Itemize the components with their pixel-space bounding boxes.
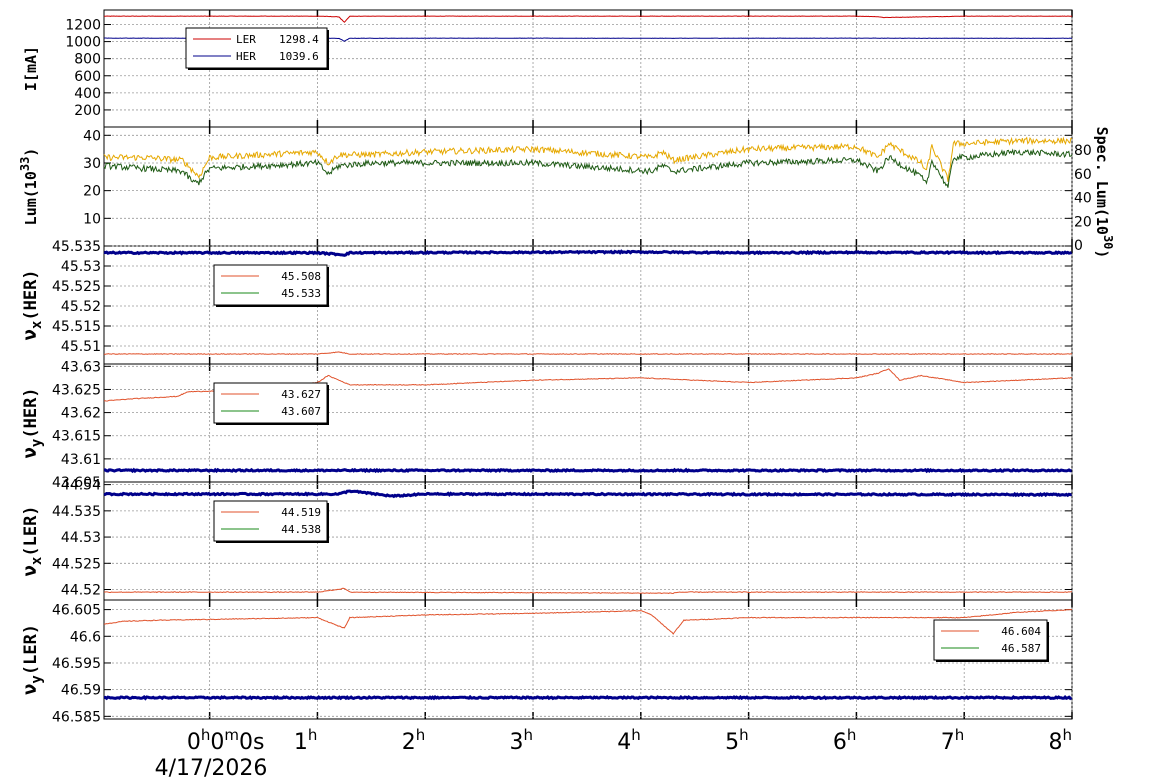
series-line-nuy_ler-blue — [103, 694, 1073, 701]
series-line-nux_her-blue — [103, 249, 1073, 257]
y-tick-label: 46.605 — [52, 603, 101, 619]
y-tick-label: 46.585 — [52, 709, 101, 725]
y-tick-label: 40 — [83, 128, 101, 144]
x-tick-label: 4h — [617, 726, 641, 755]
legend-value: 46.604 — [1001, 625, 1041, 638]
y-axis-title: Lum(1033) — [18, 148, 40, 226]
y-tick-label: 44.52 — [61, 583, 101, 599]
panel-nux_ler: 44.52 44.525 44.53 44.535 44.54 44.519 44.538 ν… — [19, 478, 1073, 601]
legend-box — [933, 619, 1048, 661]
legend-value: 44.538 — [281, 523, 321, 536]
y-tick-label: 45.525 — [52, 279, 101, 295]
series-line-nux_her-red — [103, 351, 1073, 355]
y2-tick-label: 80 — [1074, 143, 1092, 159]
x-tick-label: 0h0m0s — [187, 726, 265, 755]
y-axis-title: νy(HER) — [19, 387, 45, 458]
panel-luminosity: 10 20 30 40 Lum(1033) 0 20 40 60 80 Spec. Lum(1030… — [18, 126, 1115, 259]
y-tick-label: 600 — [74, 69, 101, 85]
y-tick-label: 800 — [74, 52, 101, 68]
y-tick-label: 44.535 — [52, 504, 101, 520]
y-tick-label: 44.53 — [61, 530, 101, 546]
y-tick-label: 43.625 — [52, 382, 101, 398]
y-tick-label: 43.62 — [61, 406, 101, 422]
legend-value: 1298.4 — [279, 33, 319, 46]
y-axis-title: I[mA] — [22, 46, 40, 91]
y-tick-label: 46.595 — [52, 656, 101, 672]
y-tick-label: 400 — [74, 86, 101, 102]
y-tick-label: 45.51 — [61, 339, 101, 355]
series-line-nuy_ler-red — [103, 609, 1072, 635]
legend-value: 45.508 — [281, 270, 321, 283]
y-tick-label: 45.535 — [52, 239, 101, 255]
x-tick-label: 6h — [833, 726, 857, 755]
y-tick-label: 45.52 — [61, 299, 101, 315]
panel-nuy_her: 43.605 43.61 43.615 43.62 43.625 43.63 43.627 4… — [19, 359, 1073, 491]
legend-series-name: LER — [236, 33, 256, 46]
series-line-nuy_her-blue — [103, 467, 1072, 474]
y-tick-label: 43.63 — [61, 359, 101, 375]
x-axis-date-label: 4/17/2026 — [155, 756, 268, 781]
y-axis-title: νy(LER) — [19, 624, 45, 695]
y-tick-label: 200 — [74, 103, 101, 119]
y-axis-title: νx(HER) — [19, 269, 45, 340]
y-tick-label: 46.59 — [61, 683, 101, 699]
y2-tick-label: 40 — [1074, 191, 1092, 207]
legend-value: 43.607 — [281, 405, 321, 418]
y-axis-title: νx(LER) — [19, 505, 45, 576]
legend-value: 46.587 — [1001, 642, 1041, 655]
series-line-current-ler — [103, 15, 1073, 23]
y-tick-label: 43.605 — [52, 475, 101, 491]
legend-series-name: HER — [236, 50, 256, 63]
series-line-luminosity-spec--lum — [103, 136, 1073, 182]
y-tick-label: 43.61 — [61, 452, 101, 468]
y2-tick-label: 0 — [1074, 238, 1083, 254]
series-line-luminosity-lum — [103, 148, 1073, 188]
y2-tick-label: 60 — [1074, 167, 1092, 183]
legend-value: 44.519 — [281, 506, 321, 519]
y-tick-label: 1000 — [65, 35, 101, 51]
y-tick-label: 30 — [83, 156, 101, 172]
y-tick-label: 45.515 — [52, 319, 101, 335]
y-tick-label: 43.615 — [52, 429, 101, 445]
x-tick-label: 8h — [1048, 726, 1072, 755]
y-tick-label: 44.525 — [52, 556, 101, 572]
x-tick-label: 1h — [294, 726, 318, 755]
legend-box — [185, 27, 328, 69]
legend-box — [213, 382, 328, 424]
y-tick-label: 10 — [83, 211, 101, 227]
legend-value: 43.627 — [281, 388, 321, 401]
series-line-nux_ler-red — [103, 587, 1072, 595]
legend-box — [213, 264, 328, 306]
legend-box — [213, 500, 328, 542]
y-tick-label: 46.6 — [70, 629, 101, 645]
y2-tick-label: 20 — [1074, 214, 1092, 230]
y-tick-label: 45.53 — [61, 259, 101, 275]
x-tick-label: 3h — [510, 726, 534, 755]
panel-nuy_ler: 46.585 46.59 46.595 46.6 46.605 46.604 46.587 ν… — [19, 599, 1073, 725]
y2-axis-title: Spec. Lum(1030) — [1093, 127, 1115, 259]
x-tick-label: 7h — [941, 726, 965, 755]
y-tick-label: 20 — [83, 184, 101, 200]
y-tick-label: 1200 — [65, 18, 101, 34]
legend-value: 45.533 — [281, 287, 321, 300]
plot-frame — [103, 599, 1073, 720]
panel-nux_her: 45.51 45.515 45.52 45.525 45.53 45.535 45.508 4… — [19, 239, 1073, 365]
y-tick-label: 44.54 — [61, 478, 101, 494]
x-tick-label: 5h — [725, 726, 749, 755]
legend-value: 1039.6 — [279, 50, 319, 63]
plot-frame — [103, 126, 1073, 247]
series-line-nux_ler-blue — [103, 489, 1072, 499]
x-tick-label: 2h — [402, 726, 426, 755]
